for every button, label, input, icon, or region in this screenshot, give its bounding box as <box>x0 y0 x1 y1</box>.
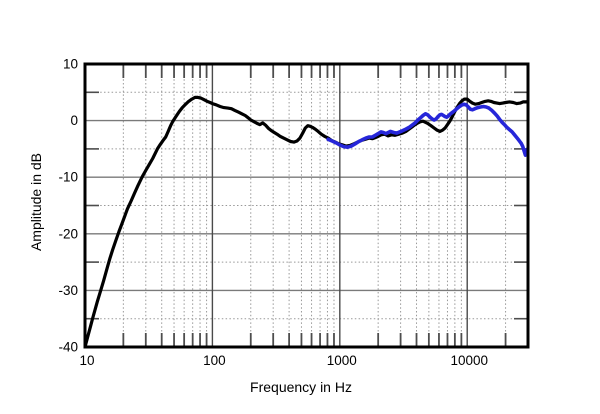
black-trace <box>85 95 528 347</box>
x-tick-label: 1000 <box>327 353 357 368</box>
y-tick-label: 10 <box>63 57 78 72</box>
x-tick-label: 10000 <box>450 353 488 368</box>
y-tick-label: -20 <box>58 226 78 241</box>
y-tick-label: -30 <box>58 283 78 298</box>
y-tick-label: 0 <box>70 113 78 128</box>
blue-trace <box>326 102 528 157</box>
plot-border <box>83 62 530 349</box>
x-tick-label: 10 <box>79 353 94 368</box>
y-axis-title: Amplitude in dB <box>28 152 44 252</box>
y-tick-label: -40 <box>58 340 78 355</box>
x-axis-title: Frequency in Hz <box>250 379 352 395</box>
x-tick-label: 100 <box>203 353 226 368</box>
y-tick-label: -10 <box>58 170 78 185</box>
